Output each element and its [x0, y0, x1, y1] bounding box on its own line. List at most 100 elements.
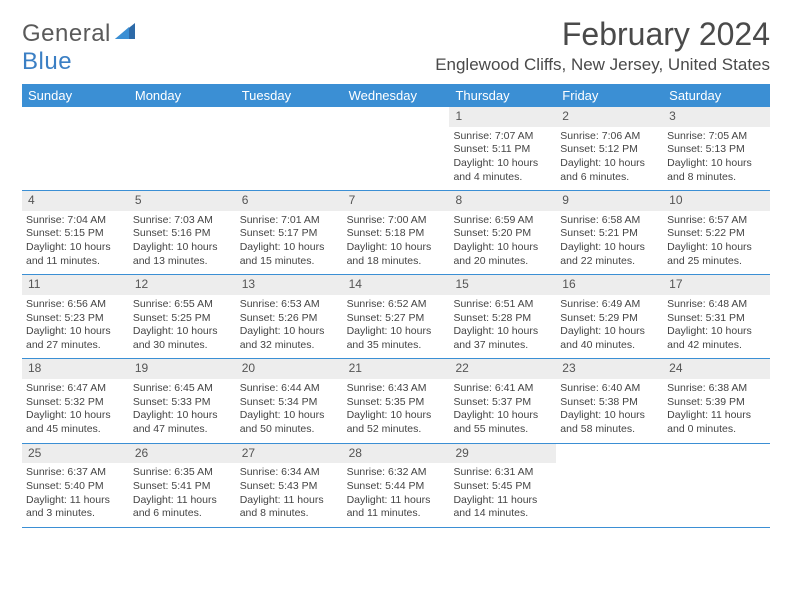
sunset-text: Sunset: 5:26 PM [240, 312, 337, 326]
daylight-text: Daylight: 10 hours and 30 minutes. [133, 325, 230, 352]
sunset-text: Sunset: 5:23 PM [26, 312, 123, 326]
daylight-text: Daylight: 11 hours and 14 minutes. [453, 494, 550, 521]
day-number: 5 [129, 191, 236, 211]
sunrise-text: Sunrise: 7:07 AM [453, 130, 550, 144]
sunrise-text: Sunrise: 6:43 AM [347, 382, 444, 396]
sunset-text: Sunset: 5:43 PM [240, 480, 337, 494]
daylight-text: Daylight: 11 hours and 0 minutes. [667, 409, 764, 436]
day-number: 29 [449, 444, 556, 464]
sunset-text: Sunset: 5:31 PM [667, 312, 764, 326]
sunset-text: Sunset: 5:35 PM [347, 396, 444, 410]
day-body: Sunrise: 6:40 AMSunset: 5:38 PMDaylight:… [556, 379, 663, 443]
day-body: Sunrise: 7:06 AMSunset: 5:12 PMDaylight:… [556, 127, 663, 191]
day-cell: 8Sunrise: 6:59 AMSunset: 5:20 PMDaylight… [449, 191, 556, 274]
sunrise-text: Sunrise: 6:57 AM [667, 214, 764, 228]
daylight-text: Daylight: 10 hours and 25 minutes. [667, 241, 764, 268]
day-body: Sunrise: 7:07 AMSunset: 5:11 PMDaylight:… [449, 127, 556, 191]
day-body: Sunrise: 6:55 AMSunset: 5:25 PMDaylight:… [129, 295, 236, 359]
sunset-text: Sunset: 5:39 PM [667, 396, 764, 410]
sunrise-text: Sunrise: 7:05 AM [667, 130, 764, 144]
day-number: 3 [663, 107, 770, 127]
day-cell: 24Sunrise: 6:38 AMSunset: 5:39 PMDayligh… [663, 359, 770, 442]
week-row: 18Sunrise: 6:47 AMSunset: 5:32 PMDayligh… [22, 359, 770, 443]
day-body: Sunrise: 7:00 AMSunset: 5:18 PMDaylight:… [343, 211, 450, 275]
title-block: February 2024 Englewood Cliffs, New Jers… [435, 16, 770, 75]
sunset-text: Sunset: 5:21 PM [560, 227, 657, 241]
day-cell [343, 107, 450, 190]
day-cell: 26Sunrise: 6:35 AMSunset: 5:41 PMDayligh… [129, 444, 236, 527]
day-number: 25 [22, 444, 129, 464]
brand-text-1: General [22, 20, 111, 47]
day-body: Sunrise: 6:37 AMSunset: 5:40 PMDaylight:… [22, 463, 129, 527]
daylight-text: Daylight: 10 hours and 15 minutes. [240, 241, 337, 268]
week-row: 1Sunrise: 7:07 AMSunset: 5:11 PMDaylight… [22, 107, 770, 191]
brand-logo: GeneralBlue [22, 16, 137, 76]
daylight-text: Daylight: 11 hours and 11 minutes. [347, 494, 444, 521]
sunrise-text: Sunrise: 7:01 AM [240, 214, 337, 228]
brand-text: GeneralBlue [22, 20, 137, 76]
day-number: 9 [556, 191, 663, 211]
day-number: 20 [236, 359, 343, 379]
weekday-header-cell: Tuesday [236, 84, 343, 107]
sunset-text: Sunset: 5:34 PM [240, 396, 337, 410]
week-row: 11Sunrise: 6:56 AMSunset: 5:23 PMDayligh… [22, 275, 770, 359]
day-number: 11 [22, 275, 129, 295]
sunrise-text: Sunrise: 6:48 AM [667, 298, 764, 312]
day-number: 10 [663, 191, 770, 211]
sunrise-text: Sunrise: 6:44 AM [240, 382, 337, 396]
daylight-text: Daylight: 10 hours and 4 minutes. [453, 157, 550, 184]
daylight-text: Daylight: 10 hours and 27 minutes. [26, 325, 123, 352]
day-cell: 17Sunrise: 6:48 AMSunset: 5:31 PMDayligh… [663, 275, 770, 358]
sunrise-text: Sunrise: 6:58 AM [560, 214, 657, 228]
sunrise-text: Sunrise: 6:53 AM [240, 298, 337, 312]
sunrise-text: Sunrise: 6:55 AM [133, 298, 230, 312]
daylight-text: Daylight: 10 hours and 52 minutes. [347, 409, 444, 436]
daylight-text: Daylight: 10 hours and 47 minutes. [133, 409, 230, 436]
day-body: Sunrise: 6:35 AMSunset: 5:41 PMDaylight:… [129, 463, 236, 527]
day-cell: 10Sunrise: 6:57 AMSunset: 5:22 PMDayligh… [663, 191, 770, 274]
calendar: SundayMondayTuesdayWednesdayThursdayFrid… [22, 84, 770, 528]
day-cell: 5Sunrise: 7:03 AMSunset: 5:16 PMDaylight… [129, 191, 236, 274]
day-number: 18 [22, 359, 129, 379]
day-body: Sunrise: 6:58 AMSunset: 5:21 PMDaylight:… [556, 211, 663, 275]
daylight-text: Daylight: 10 hours and 35 minutes. [347, 325, 444, 352]
sunset-text: Sunset: 5:25 PM [133, 312, 230, 326]
day-body: Sunrise: 6:57 AMSunset: 5:22 PMDaylight:… [663, 211, 770, 275]
day-body: Sunrise: 6:47 AMSunset: 5:32 PMDaylight:… [22, 379, 129, 443]
day-body: Sunrise: 7:01 AMSunset: 5:17 PMDaylight:… [236, 211, 343, 275]
weekday-header-cell: Wednesday [343, 84, 450, 107]
sunrise-text: Sunrise: 6:45 AM [133, 382, 230, 396]
daylight-text: Daylight: 10 hours and 40 minutes. [560, 325, 657, 352]
sunrise-text: Sunrise: 6:37 AM [26, 466, 123, 480]
daylight-text: Daylight: 10 hours and 22 minutes. [560, 241, 657, 268]
day-body: Sunrise: 6:53 AMSunset: 5:26 PMDaylight:… [236, 295, 343, 359]
sunrise-text: Sunrise: 6:32 AM [347, 466, 444, 480]
day-number: 7 [343, 191, 450, 211]
day-body: Sunrise: 6:31 AMSunset: 5:45 PMDaylight:… [449, 463, 556, 527]
day-cell: 28Sunrise: 6:32 AMSunset: 5:44 PMDayligh… [343, 444, 450, 527]
day-number: 6 [236, 191, 343, 211]
sunrise-text: Sunrise: 6:49 AM [560, 298, 657, 312]
sunrise-text: Sunrise: 7:00 AM [347, 214, 444, 228]
sunrise-text: Sunrise: 6:31 AM [453, 466, 550, 480]
day-body: Sunrise: 6:52 AMSunset: 5:27 PMDaylight:… [343, 295, 450, 359]
daylight-text: Daylight: 10 hours and 42 minutes. [667, 325, 764, 352]
sunrise-text: Sunrise: 7:04 AM [26, 214, 123, 228]
sunset-text: Sunset: 5:37 PM [453, 396, 550, 410]
day-number: 2 [556, 107, 663, 127]
sunset-text: Sunset: 5:18 PM [347, 227, 444, 241]
day-cell: 21Sunrise: 6:43 AMSunset: 5:35 PMDayligh… [343, 359, 450, 442]
sunrise-text: Sunrise: 6:59 AM [453, 214, 550, 228]
sunrise-text: Sunrise: 6:35 AM [133, 466, 230, 480]
weekday-header-cell: Thursday [449, 84, 556, 107]
day-number: 1 [449, 107, 556, 127]
day-number: 28 [343, 444, 450, 464]
day-number: 14 [343, 275, 450, 295]
day-body: Sunrise: 6:48 AMSunset: 5:31 PMDaylight:… [663, 295, 770, 359]
day-body: Sunrise: 6:51 AMSunset: 5:28 PMDaylight:… [449, 295, 556, 359]
day-body: Sunrise: 6:43 AMSunset: 5:35 PMDaylight:… [343, 379, 450, 443]
day-cell: 16Sunrise: 6:49 AMSunset: 5:29 PMDayligh… [556, 275, 663, 358]
sunset-text: Sunset: 5:15 PM [26, 227, 123, 241]
day-cell [129, 107, 236, 190]
daylight-text: Daylight: 10 hours and 45 minutes. [26, 409, 123, 436]
